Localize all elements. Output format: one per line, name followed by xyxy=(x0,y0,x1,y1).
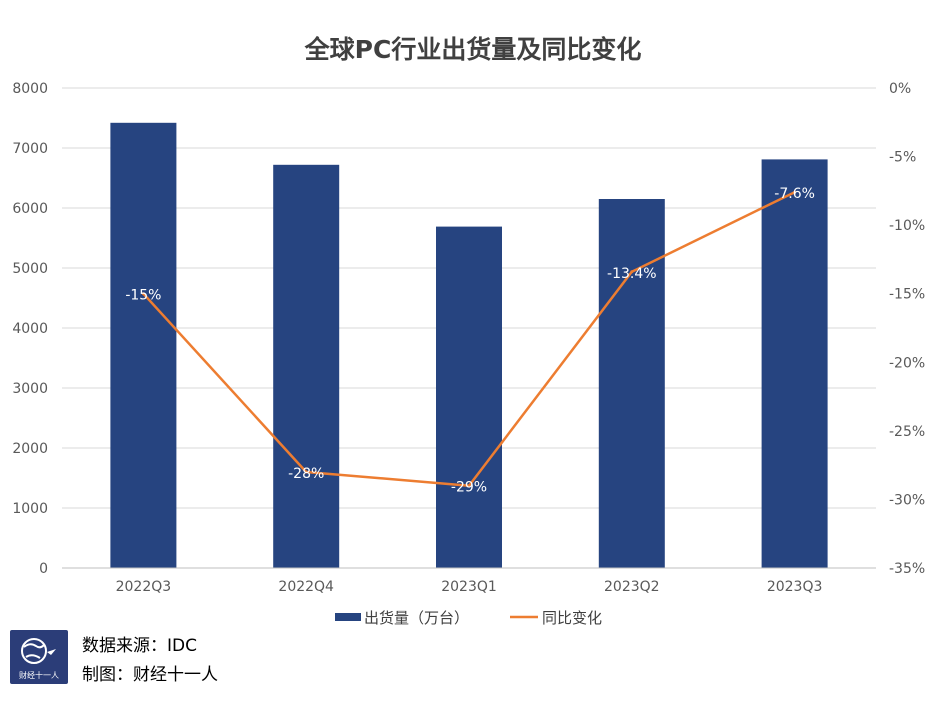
line-point xyxy=(467,484,471,488)
logo-text: 财经十一人 xyxy=(19,671,59,680)
data-label: -7.6% xyxy=(774,186,815,202)
right-tick-label: -25% xyxy=(889,424,925,440)
left-tick-label: 7000 xyxy=(12,141,48,157)
left-tick-label: 1000 xyxy=(12,501,48,517)
x-tick-label: 2023Q2 xyxy=(604,579,660,595)
x-tick-label: 2022Q4 xyxy=(278,579,334,595)
chart-title: 全球PC行业出货量及同比变化 xyxy=(304,35,642,64)
line-point xyxy=(793,190,797,194)
bar xyxy=(598,199,665,568)
bar xyxy=(436,226,502,568)
legend-label-line: 同比变化 xyxy=(542,609,602,627)
right-tick-label: -20% xyxy=(889,355,925,371)
left-tick-label: 4000 xyxy=(12,321,48,337)
bar xyxy=(110,122,177,569)
data-source-text: 数据来源：IDC xyxy=(82,636,197,656)
left-tick-label: 8000 xyxy=(12,81,48,97)
line-point xyxy=(630,270,634,274)
right-tick-label: -15% xyxy=(889,287,925,303)
x-tick-label: 2023Q1 xyxy=(441,579,497,595)
combo-chart: 全球PC行业出货量及同比变化 0 1000 2000 3000 4000 5000 6000… xyxy=(12,35,925,627)
right-tick-label: -35% xyxy=(889,561,925,577)
right-tick-label: 0% xyxy=(889,81,911,97)
left-tick-label: 2000 xyxy=(12,441,48,457)
globe-icon xyxy=(21,638,56,664)
right-tick-label: -30% xyxy=(889,492,925,508)
bar xyxy=(761,159,828,568)
legend: 出货量（万台） 同比变化 xyxy=(335,609,602,627)
x-axis: 2022Q3 2022Q4 2023Q1 2023Q2 2023Q3 xyxy=(62,567,876,595)
line-series xyxy=(141,190,797,488)
bar-series xyxy=(110,122,828,569)
data-label: -13.4% xyxy=(607,266,657,282)
legend-label-bar: 出货量（万台） xyxy=(364,609,469,627)
data-label: -15% xyxy=(125,288,161,304)
data-labels: -15% -28% -29% -13.4% -7.6% xyxy=(125,186,815,495)
left-tick-label: 5000 xyxy=(12,261,48,277)
line-point xyxy=(304,470,308,474)
right-axis: -35% -30% -25% -20% -15% -10% -5% 0% xyxy=(889,81,925,577)
left-axis: 0 1000 2000 3000 4000 5000 6000 7000 8000 xyxy=(12,81,48,577)
line-point xyxy=(141,292,145,296)
data-label: -28% xyxy=(288,466,324,482)
chart-credit-text: 制图：财经十一人 xyxy=(82,665,218,685)
left-tick-label: 0 xyxy=(39,561,48,577)
right-tick-label: -5% xyxy=(889,150,916,166)
x-tick-label: 2023Q3 xyxy=(767,579,823,595)
left-tick-label: 6000 xyxy=(12,201,48,217)
footer: 财经十一人 数据来源：IDC 制图：财经十一人 xyxy=(10,628,410,688)
brand-logo: 财经十一人 xyxy=(10,630,68,684)
data-label: -29% xyxy=(451,480,487,496)
bar xyxy=(273,164,340,569)
right-tick-label: -10% xyxy=(889,218,925,234)
x-tick-label: 2022Q3 xyxy=(116,579,172,595)
left-tick-label: 3000 xyxy=(12,381,48,397)
legend-swatch-bar xyxy=(335,613,361,621)
